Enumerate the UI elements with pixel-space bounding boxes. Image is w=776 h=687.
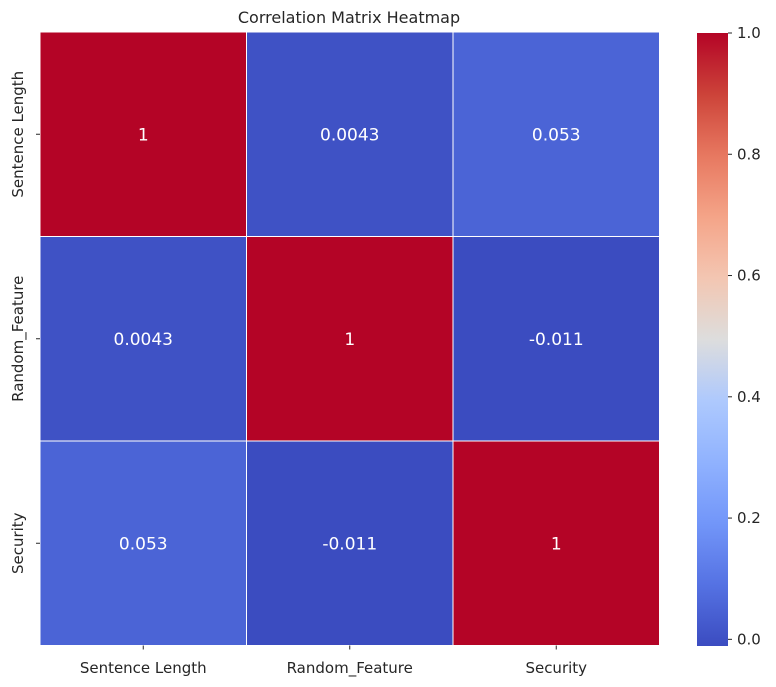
cell-annotation: 0.053 <box>532 125 581 145</box>
heatmap-cell <box>246 31 454 237</box>
chart-title: Correlation Matrix Heatmap <box>238 8 460 27</box>
cell-annotation: -0.011 <box>322 534 377 554</box>
cell-annotation: -0.011 <box>529 330 584 350</box>
x-tick-label: Random_Feature <box>287 659 413 678</box>
cell-annotation: 1 <box>344 330 355 350</box>
colorbar-tick-label: 1.0 <box>737 24 761 42</box>
cell-annotation: 0.053 <box>119 534 168 554</box>
colorbar-tick-label: 0.2 <box>737 509 761 527</box>
colorbar-tick-label: 0.8 <box>737 145 761 163</box>
y-axis-ticks: Sentence Length Random_Feature Security <box>9 71 40 574</box>
heatmap-cell <box>39 236 247 442</box>
colorbar-tick-label: 0.6 <box>737 267 761 285</box>
cell-annotation: 1 <box>551 534 562 554</box>
heatmap-cells <box>39 31 660 646</box>
y-tick-label: Sentence Length <box>9 71 27 198</box>
heatmap-annotations: 1 0.0043 0.053 0.0043 1 -0.011 0.053 -0.011 1 <box>114 125 584 554</box>
x-axis-ticks: Sentence Length Random_Feature Security <box>80 645 587 678</box>
heatmap-cell <box>452 31 660 237</box>
heatmap-cell <box>39 440 247 646</box>
colorbar: 0.0 0.2 0.4 0.6 0.8 1.0 <box>697 24 761 648</box>
cell-annotation: 1 <box>138 125 149 145</box>
colorbar-tick-label: 0.0 <box>737 630 761 648</box>
heatmap-cell <box>246 236 454 442</box>
cell-annotation: 0.0043 <box>114 330 173 350</box>
colorbar-gradient <box>697 33 728 646</box>
heatmap-cell <box>246 440 454 646</box>
y-tick-label: Random_Feature <box>9 276 28 402</box>
y-tick-label: Security <box>9 512 27 574</box>
cell-annotation: 0.0043 <box>320 125 379 145</box>
colorbar-tick-label: 0.4 <box>737 388 761 406</box>
x-tick-label: Sentence Length <box>80 659 207 677</box>
heatmap-cell <box>452 236 660 442</box>
x-tick-label: Security <box>525 659 587 677</box>
heatmap-cell <box>39 31 247 237</box>
